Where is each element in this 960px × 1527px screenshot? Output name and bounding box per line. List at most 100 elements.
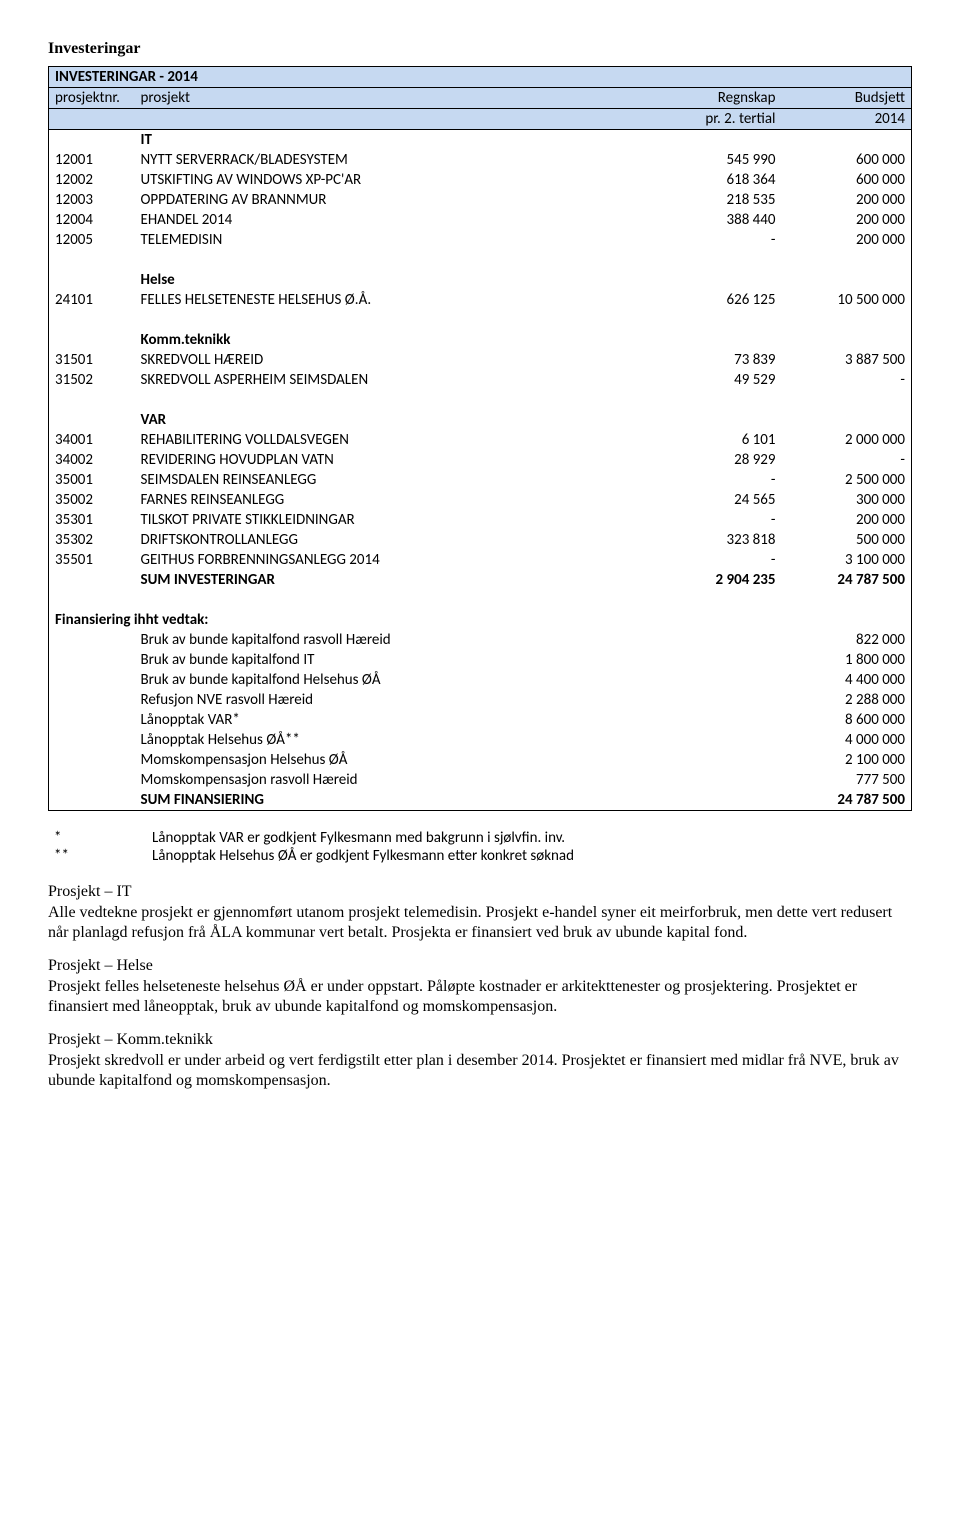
prosjekt-name: SKREDVOLL HÆREID [135, 350, 652, 370]
financing-value: 1 800 000 [782, 650, 912, 670]
regnskap-value: 218 535 [652, 190, 782, 210]
prosjekt-name: OPPDATERING AV BRANNMUR [135, 190, 652, 210]
financing-value: 2 100 000 [782, 750, 912, 770]
prosjektnr: 35501 [49, 550, 135, 570]
regnskap-value: 73 839 [652, 350, 782, 370]
group-heading: Komm.teknikk [135, 330, 652, 350]
regnskap-value: - [652, 230, 782, 250]
budsjett-value: 2 500 000 [782, 470, 912, 490]
investering-table: INVESTERINGAR - 2014 prosjektnr. prosjek… [48, 66, 912, 811]
financing-label: Lånopptak Helsehus ØÅ** [135, 730, 652, 750]
prosjekt-name: TELEMEDISIN [135, 230, 652, 250]
financing-label: Bruk av bunde kapitalfond IT [135, 650, 652, 670]
prosjekt-name: SKREDVOLL ASPERHEIM SEIMSDALEN [135, 370, 652, 390]
col-prosjekt: prosjekt [135, 88, 652, 109]
col-regnskap: Regnskap [652, 88, 782, 109]
prosjektnr: 12005 [49, 230, 135, 250]
prosjektnr: 31502 [49, 370, 135, 390]
budsjett-value: 200 000 [782, 190, 912, 210]
prosjektnr: 35001 [49, 470, 135, 490]
paragraph-heading: Prosjekt – IT [48, 883, 912, 901]
financing-label: Bruk av bunde kapitalfond Helsehus ØÅ [135, 670, 652, 690]
regnskap-value: 545 990 [652, 150, 782, 170]
prosjektnr: 35301 [49, 510, 135, 530]
group-heading: Helse [135, 270, 652, 290]
financing-value: 2 288 000 [782, 690, 912, 710]
sum-v1: 2 904 235 [652, 570, 782, 590]
financing-value: 4 400 000 [782, 670, 912, 690]
budsjett-value: 3 887 500 [782, 350, 912, 370]
budsjett-value: - [782, 450, 912, 470]
budsjett-value: 300 000 [782, 490, 912, 510]
page-title: Investeringar [48, 40, 912, 58]
regnskap-value: 49 529 [652, 370, 782, 390]
budsjett-value: 10 500 000 [782, 290, 912, 310]
regnskap-value: 6 101 [652, 430, 782, 450]
prosjekt-name: EHANDEL 2014 [135, 210, 652, 230]
budsjett-value: 600 000 [782, 170, 912, 190]
prosjekt-name: UTSKIFTING AV WINDOWS XP-PC'AR [135, 170, 652, 190]
prosjektnr: 24101 [49, 290, 135, 310]
regnskap-value: 618 364 [652, 170, 782, 190]
regnskap-value: - [652, 510, 782, 530]
financing-sum-value: 24 787 500 [782, 790, 912, 811]
note-mark: * [48, 829, 146, 847]
budsjett-value: 3 100 000 [782, 550, 912, 570]
prosjekt-name: FELLES HELSETENESTE HELSEHUS Ø.Å. [135, 290, 652, 310]
financing-label: Refusjon NVE rasvoll Hæreid [135, 690, 652, 710]
prosjektnr: 34002 [49, 450, 135, 470]
regnskap-value: 388 440 [652, 210, 782, 230]
budsjett-value: - [782, 370, 912, 390]
col-tertial: pr. 2. tertial [652, 109, 782, 130]
prosjektnr: 35302 [49, 530, 135, 550]
prosjekt-name: SEIMSDALEN REINSEANLEGG [135, 470, 652, 490]
paragraph-text: Prosjekt felles helseteneste helsehus ØÅ… [48, 977, 912, 1017]
financing-label: Momskompensasjon rasvoll Hæreid [135, 770, 652, 790]
prosjekt-name: NYTT SERVERRACK/BLADESYSTEM [135, 150, 652, 170]
prosjekt-name: REVIDERING HOVUDPLAN VATN [135, 450, 652, 470]
note-text: Lånopptak Helsehus ØÅ er godkjent Fylkes… [146, 847, 912, 865]
budsjett-value: 200 000 [782, 510, 912, 530]
financing-heading: Finansiering ihht vedtak: [49, 610, 652, 630]
table-title: INVESTERINGAR - 2014 [49, 67, 912, 88]
regnskap-value: - [652, 470, 782, 490]
financing-value: 8 600 000 [782, 710, 912, 730]
col-prosjektnr: prosjektnr. [49, 88, 135, 109]
financing-value: 4 000 000 [782, 730, 912, 750]
prosjektnr: 12002 [49, 170, 135, 190]
note-mark: ** [48, 847, 146, 865]
prosjektnr: 12003 [49, 190, 135, 210]
group-heading: IT [135, 130, 652, 151]
financing-value: 777 500 [782, 770, 912, 790]
prosjektnr: 12004 [49, 210, 135, 230]
budsjett-value: 500 000 [782, 530, 912, 550]
regnskap-value: 28 929 [652, 450, 782, 470]
financing-label: Bruk av bunde kapitalfond rasvoll Hæreid [135, 630, 652, 650]
financing-sum-label: SUM FINANSIERING [135, 790, 652, 811]
paragraph-heading: Prosjekt – Helse [48, 957, 912, 975]
sum-label: SUM INVESTERINGAR [135, 570, 652, 590]
prosjekt-name: DRIFTSKONTROLLANLEGG [135, 530, 652, 550]
note-text: Lånopptak VAR er godkjent Fylkesmann med… [146, 829, 912, 847]
prosjektnr: 12001 [49, 150, 135, 170]
prosjektnr: 31501 [49, 350, 135, 370]
financing-label: Momskompensasjon Helsehus ØÅ [135, 750, 652, 770]
financing-label: Lånopptak VAR* [135, 710, 652, 730]
budsjett-value: 200 000 [782, 230, 912, 250]
budsjett-value: 2 000 000 [782, 430, 912, 450]
col-year: 2014 [782, 109, 912, 130]
sum-v2: 24 787 500 [782, 570, 912, 590]
col-budsjett: Budsjett [782, 88, 912, 109]
regnskap-value: 24 565 [652, 490, 782, 510]
financing-value: 822 000 [782, 630, 912, 650]
prosjektnr: 35002 [49, 490, 135, 510]
prosjekt-name: FARNES REINSEANLEGG [135, 490, 652, 510]
regnskap-value: 626 125 [652, 290, 782, 310]
prosjekt-name: TILSKOT PRIVATE STIKKLEIDNINGAR [135, 510, 652, 530]
prosjekt-name: REHABILITERING VOLLDALSVEGEN [135, 430, 652, 450]
regnskap-value: 323 818 [652, 530, 782, 550]
budsjett-value: 600 000 [782, 150, 912, 170]
regnskap-value: - [652, 550, 782, 570]
paragraph-text: Prosjekt skredvoll er under arbeid og ve… [48, 1051, 912, 1091]
prosjektnr: 34001 [49, 430, 135, 450]
